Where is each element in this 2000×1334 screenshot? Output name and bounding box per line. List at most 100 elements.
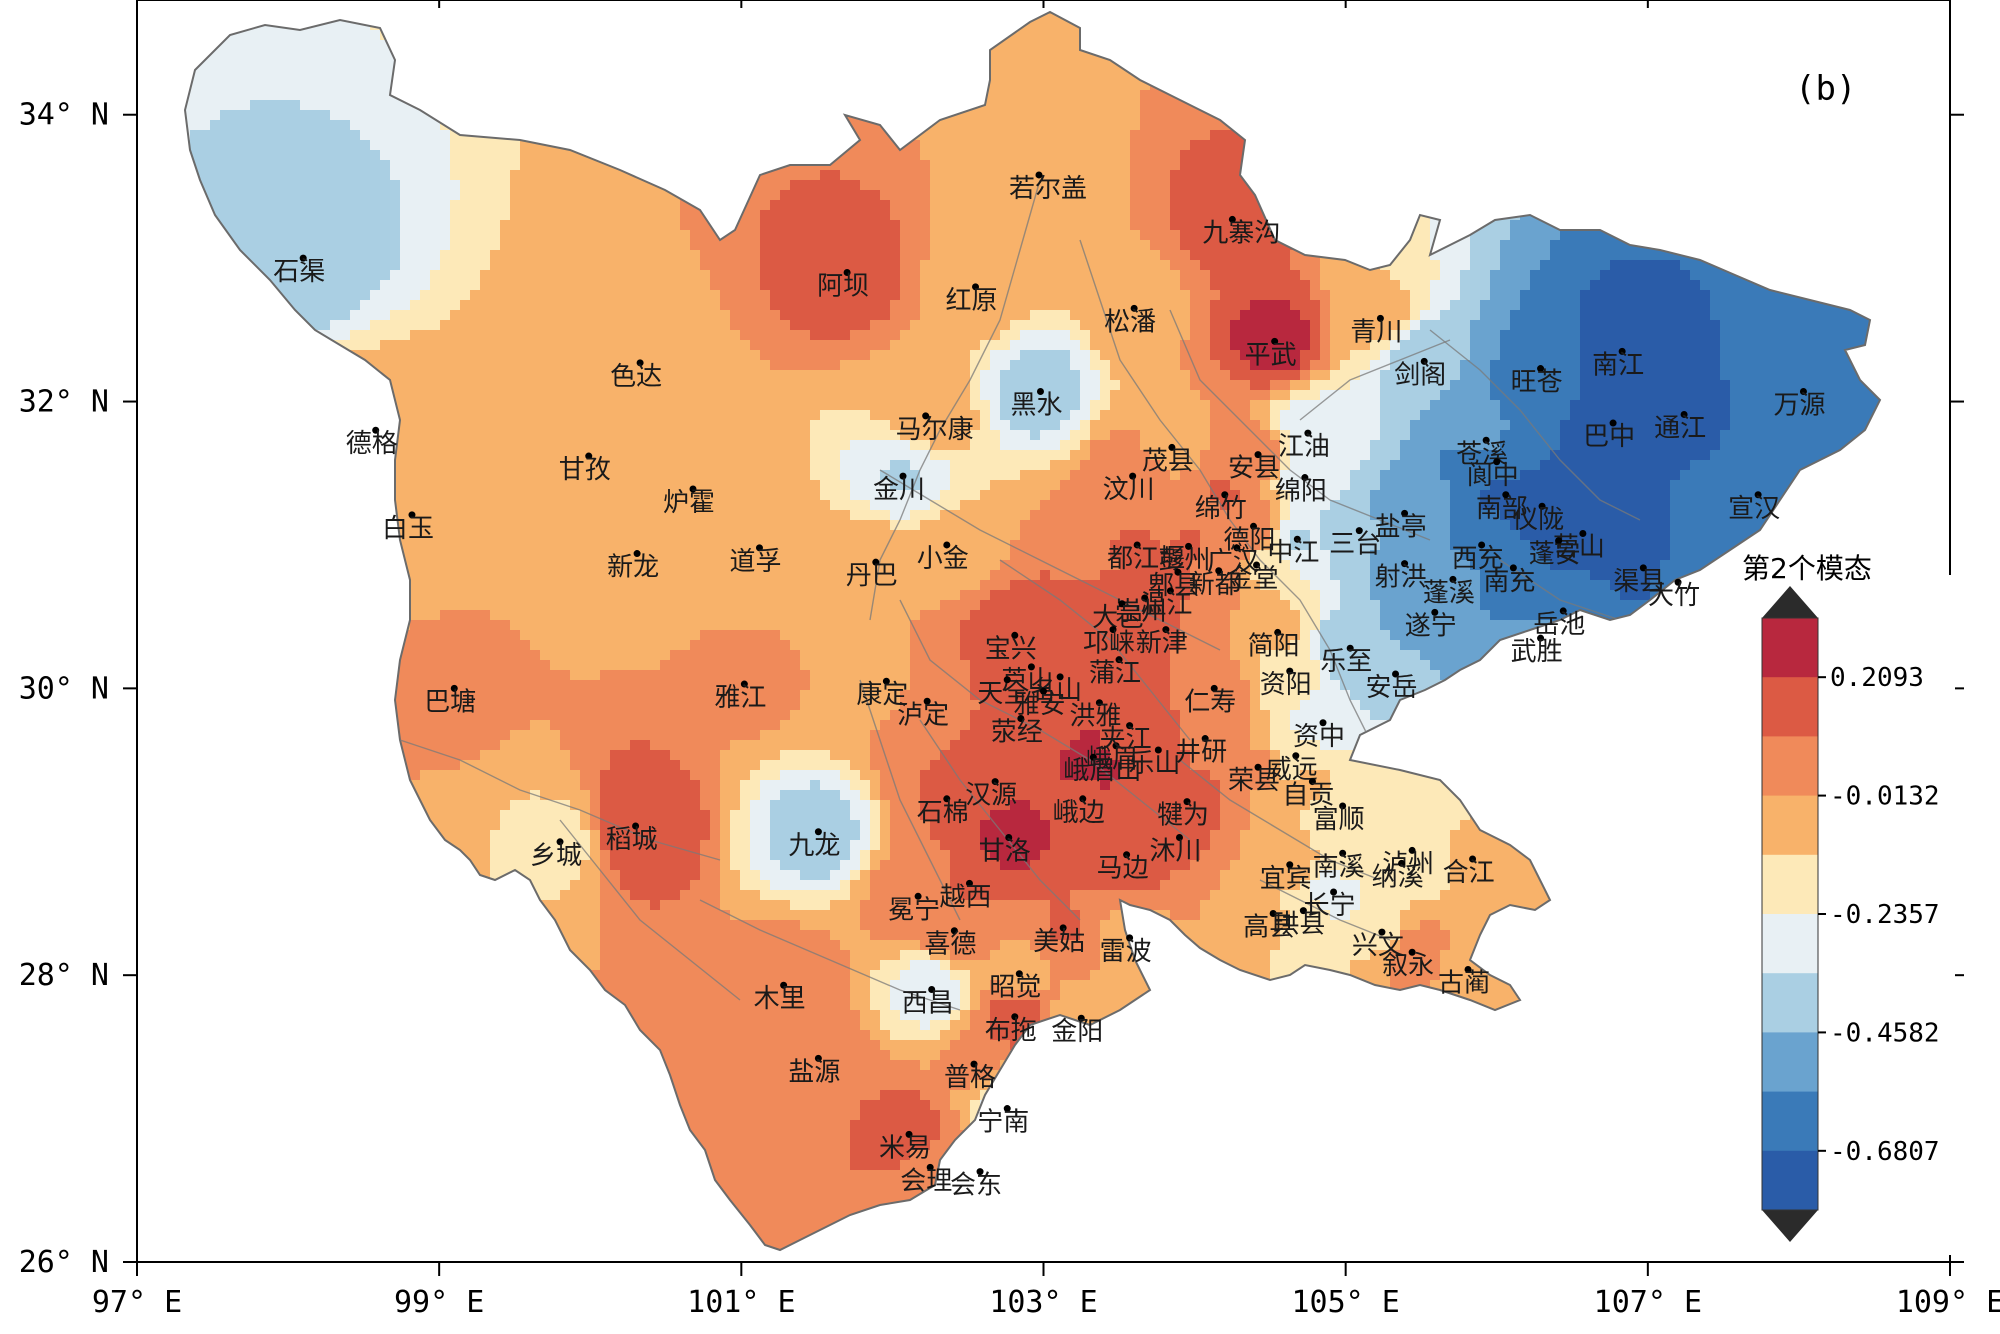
city-label: 金阳 — [1051, 1017, 1103, 1047]
city-label: 射洪 — [1375, 563, 1427, 593]
city-label: 炉霍 — [663, 488, 715, 518]
city-label: 南充 — [1483, 567, 1535, 597]
colorbar-segment — [1762, 736, 1818, 796]
city-label: 井研 — [1175, 738, 1227, 768]
city-label: 南溪 — [1313, 852, 1365, 882]
city-label: 旺苍 — [1511, 368, 1563, 398]
x-tick-label: 101° E — [687, 1285, 795, 1320]
city-label: 资中 — [1293, 722, 1345, 752]
city-label: 新津 — [1136, 629, 1188, 659]
colorbar-segment — [1762, 1092, 1818, 1152]
city-label: 泸定 — [897, 700, 949, 730]
city-label: 蓬安 — [1529, 540, 1581, 570]
x-tick-label: 99° E — [394, 1285, 484, 1320]
city-label: 甘洛 — [979, 837, 1031, 867]
city-label: 美姑 — [1033, 927, 1085, 957]
city-label: 普格 — [944, 1063, 996, 1093]
panel-label: (b) — [1795, 69, 1856, 109]
colorbar-tick-label: 0.2093 — [1830, 663, 1924, 693]
city-label: 遂宁 — [1405, 611, 1457, 641]
city-label: 南江 — [1592, 350, 1644, 380]
city-label: 若尔盖 — [1009, 174, 1087, 204]
city-label: 松潘 — [1104, 307, 1156, 337]
city-label: 宁南 — [977, 1108, 1029, 1138]
x-tick-label: 107° E — [1594, 1285, 1702, 1320]
city-label: 青川 — [1350, 317, 1402, 347]
y-tick-label: 26° N — [19, 1245, 109, 1280]
city-label: 会东 — [950, 1171, 1002, 1201]
city-label: 乐至 — [1320, 647, 1372, 677]
city-label: 巴塘 — [424, 687, 476, 717]
city-label: 阿坝 — [817, 271, 869, 301]
city-label: 蒲江 — [1089, 659, 1141, 689]
city-label: 仁寿 — [1184, 687, 1236, 717]
city-label: 江油 — [1278, 432, 1330, 462]
city-label: 乡城 — [530, 841, 582, 871]
city-label: 珙县 — [1273, 910, 1325, 940]
city-label: 沐川 — [1149, 837, 1201, 867]
city-label: 布拖 — [985, 1016, 1037, 1046]
city-label: 纳溪 — [1372, 862, 1424, 892]
city-label: 小金 — [917, 544, 969, 574]
city-label: 色达 — [610, 362, 662, 392]
city-label: 古蔺 — [1438, 968, 1490, 998]
city-label: 稻城 — [606, 825, 658, 855]
city-label: 金堂 — [1227, 564, 1279, 594]
city-label: 红原 — [946, 286, 998, 316]
city-label: 阆中 — [1467, 461, 1519, 491]
city-label: 雷波 — [1100, 937, 1152, 967]
city-label: 昭觉 — [989, 973, 1041, 1003]
city-label: 通江 — [1654, 413, 1706, 443]
x-tick-label: 109° E — [1896, 1285, 2000, 1320]
city-label: 马尔康 — [896, 415, 974, 445]
city-label: 冕宁 — [888, 895, 940, 925]
city-label: 简阳 — [1248, 631, 1300, 661]
city-label: 甘孜 — [559, 455, 611, 485]
x-tick-label: 97° E — [92, 1285, 182, 1320]
city-label: 会理 — [900, 1166, 952, 1196]
city-label: 大竹 — [1648, 581, 1700, 611]
city-label: 安县 — [1228, 454, 1280, 484]
colorbar-title: 第2个模态 — [1742, 552, 1872, 585]
colorbar-segment — [1762, 796, 1818, 856]
city-label: 茂县 — [1142, 446, 1194, 476]
colorbar-segment — [1762, 1151, 1818, 1211]
city-label: 汶川 — [1103, 475, 1155, 505]
city-label: 资阳 — [1260, 670, 1312, 700]
city-label: 石棉 — [917, 798, 969, 828]
colorbar-tick-label: -0.0132 — [1830, 782, 1940, 812]
y-tick-label: 32° N — [19, 385, 109, 420]
city-label: 新龙 — [607, 553, 659, 583]
city-label: 马边 — [1097, 854, 1149, 884]
colorbar-tick-label: -0.4582 — [1830, 1018, 1940, 1048]
city-label: 黑水 — [1010, 391, 1062, 421]
colorbar-segment — [1762, 618, 1818, 678]
colorbar-segment — [1762, 677, 1818, 737]
city-label: 温江 — [1140, 590, 1192, 620]
city-label: 安岳 — [1366, 673, 1418, 703]
city-label: 万源 — [1773, 391, 1825, 421]
y-tick-label: 30° N — [19, 671, 109, 706]
city-label: 道孚 — [729, 547, 781, 577]
city-label: 汉源 — [965, 781, 1017, 811]
colorbar-segment — [1762, 855, 1818, 915]
colorbar-segment — [1762, 973, 1818, 1033]
city-label: 绵阳 — [1275, 477, 1327, 507]
city-label: 蓬溪 — [1423, 578, 1475, 608]
city-label: 合江 — [1443, 858, 1495, 888]
city-label: 绵竹 — [1195, 494, 1247, 524]
city-label: 九寨沟 — [1202, 218, 1280, 248]
city-label: 雅江 — [714, 683, 766, 713]
city-label: 石渠 — [273, 257, 325, 287]
city-label: 叙永 — [1382, 951, 1434, 981]
city-label: 越西 — [939, 882, 991, 912]
city-label: 宝兴 — [985, 634, 1037, 664]
city-label: 米易 — [879, 1133, 931, 1163]
city-label: 木里 — [754, 984, 806, 1014]
city-label: 宜宾 — [1260, 864, 1312, 894]
city-label: 盐源 — [788, 1057, 840, 1087]
colorbar-segment — [1762, 914, 1818, 974]
